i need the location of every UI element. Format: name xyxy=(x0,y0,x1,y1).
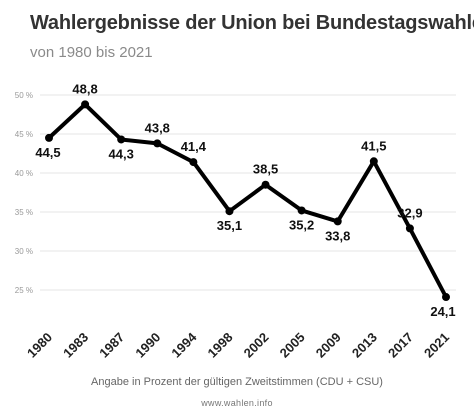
y-tick-label: 35 % xyxy=(15,208,33,217)
data-label: 35,1 xyxy=(217,218,242,233)
x-tick-label: 1980 xyxy=(24,330,55,361)
data-point xyxy=(442,293,450,302)
data-label: 41,5 xyxy=(361,138,386,153)
x-tick-label: 2017 xyxy=(385,330,416,361)
x-tick-label: 2009 xyxy=(313,330,344,361)
data-label: 33,8 xyxy=(325,228,350,243)
data-point xyxy=(81,100,90,109)
y-tick-label: 40 % xyxy=(15,169,33,178)
x-tick-label: 1983 xyxy=(60,330,91,361)
data-label: 48,8 xyxy=(72,81,97,96)
x-tick-label: 1998 xyxy=(205,330,236,361)
x-tick-label: 1994 xyxy=(168,329,200,361)
data-point xyxy=(189,158,198,167)
data-label: 24,1 xyxy=(430,304,455,319)
data-point xyxy=(297,206,306,215)
data-label: 44,5 xyxy=(35,145,60,160)
y-tick-label: 45 % xyxy=(15,130,33,139)
data-label: 38,5 xyxy=(253,162,278,177)
chart-subtitle: von 1980 bis 2021 xyxy=(30,44,153,61)
y-tick-label: 30 % xyxy=(15,247,33,256)
x-tick-label: 1987 xyxy=(96,330,127,361)
data-point xyxy=(405,224,414,233)
data-point xyxy=(225,207,234,216)
x-tick-label: 2013 xyxy=(349,330,380,361)
x-tick-label: 2005 xyxy=(277,330,308,361)
source-credit: www.wahlen.info xyxy=(201,398,273,408)
data-point xyxy=(117,135,126,144)
data-label: 41,4 xyxy=(181,139,207,154)
data-label: 32,9 xyxy=(397,205,422,220)
data-label: 44,3 xyxy=(109,146,134,161)
data-point xyxy=(261,180,270,189)
chart-footnote: Angabe in Prozent der gültigen Zweitstim… xyxy=(91,376,383,388)
data-point xyxy=(45,133,53,142)
series-line xyxy=(47,102,448,299)
y-tick-label: 50 % xyxy=(15,91,33,100)
data-label: 35,2 xyxy=(289,217,314,232)
data-label: 43,8 xyxy=(145,120,170,135)
chart-title: Wahlergebnisse der Union bei Bundestagsw… xyxy=(30,12,474,34)
x-tick-label: 1990 xyxy=(132,330,163,361)
y-tick-label: 25 % xyxy=(15,286,33,295)
x-tick-label: 2021 xyxy=(421,330,452,361)
data-point xyxy=(333,217,342,226)
x-tick-label: 2002 xyxy=(241,330,272,361)
data-point xyxy=(153,139,162,148)
data-point xyxy=(369,157,378,166)
